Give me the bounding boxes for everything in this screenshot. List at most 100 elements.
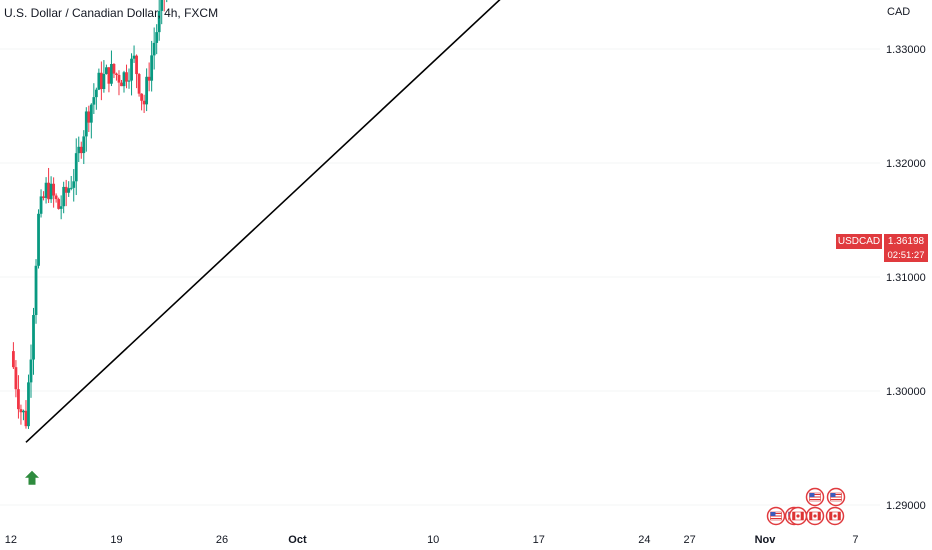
- time-tick-label: 27: [683, 534, 695, 546]
- flag-band-left: [792, 512, 796, 520]
- candle-body: [102, 73, 106, 90]
- time-axis[interactable]: 12 19 26 Oct 10 17 24 27 Nov 7: [5, 534, 859, 546]
- ca-flag-event-icon[interactable]: [788, 506, 808, 526]
- candle-body: [59, 206, 63, 209]
- time-tick-label: 10: [427, 534, 439, 546]
- candle-body: [147, 76, 151, 81]
- maple-leaf-mark: [833, 514, 837, 518]
- flag-band-right: [800, 512, 804, 520]
- price-tick-label: 1.33000: [886, 44, 926, 56]
- candle-body: [29, 359, 33, 383]
- bar-countdown-tag: 02:51:27: [884, 249, 928, 262]
- candle-body: [34, 265, 38, 316]
- chart-title: U.S. Dollar / Canadian Dollar, 4h, FXCM: [4, 6, 219, 20]
- annotation-arrows-layer: [25, 470, 39, 485]
- flag-band-left: [829, 512, 833, 520]
- time-tick-label: 12: [5, 534, 17, 546]
- candle-body: [64, 186, 68, 193]
- candle-body: [27, 382, 30, 427]
- candle-body: [107, 67, 111, 84]
- candle-body: [62, 186, 66, 207]
- candle-body: [97, 72, 101, 90]
- candle-body: [127, 80, 131, 82]
- candle-body: [77, 146, 81, 154]
- maple-leaf-mark: [796, 514, 800, 518]
- ca-flag-event-icon[interactable]: [805, 506, 825, 526]
- candle-body: [145, 76, 149, 105]
- ca-flag-event-icon[interactable]: [825, 506, 845, 526]
- flag-band-left: [809, 512, 813, 520]
- candle-body: [120, 82, 123, 87]
- chart-grid: [0, 48, 880, 506]
- candle-body: [140, 93, 143, 101]
- time-tick-label: 26: [216, 534, 228, 546]
- candle-body: [24, 410, 28, 427]
- candle-body: [69, 187, 73, 189]
- candle-body: [67, 188, 71, 193]
- time-tick-label: 19: [110, 534, 122, 546]
- candle-body: [57, 199, 61, 209]
- candle-body: [115, 73, 118, 75]
- price-tick-label: 1.31000: [886, 272, 926, 284]
- us-flag-event-icon[interactable]: [826, 487, 846, 507]
- last-price-tag: 1.36198: [884, 234, 928, 249]
- candle-body: [82, 136, 86, 154]
- candle-body: [37, 213, 40, 266]
- us-flag-event-icon[interactable]: [805, 487, 825, 507]
- price-tick-label: 1.30000: [886, 386, 926, 398]
- candle-body: [122, 72, 126, 87]
- candle-body: [49, 183, 53, 200]
- price-tick-label: 1.29000: [886, 500, 926, 512]
- candle-body: [150, 55, 154, 81]
- price-axis-currency: CAD: [887, 6, 911, 18]
- candle-body: [11, 351, 15, 368]
- candle-body: [110, 63, 113, 84]
- candle-body: [132, 55, 136, 59]
- candle-body: [157, 10, 161, 33]
- candle-body: [72, 181, 76, 188]
- price-tick-label: 1.32000: [886, 158, 926, 170]
- flag-canton: [770, 512, 776, 516]
- symbol-price-tag: USDCAD: [836, 234, 882, 249]
- candle-body: [39, 196, 43, 214]
- candle-body: [94, 89, 98, 98]
- candles-layer: [11, 0, 168, 429]
- time-tick-label: 7: [852, 534, 858, 546]
- flag-band-right: [837, 512, 841, 520]
- price-axis[interactable]: 1.290001.300001.310001.320001.330001.340…: [886, 0, 926, 512]
- candle-body: [32, 315, 35, 360]
- candle-body: [79, 146, 83, 154]
- maple-leaf-mark: [813, 514, 817, 518]
- candle-body: [52, 183, 56, 196]
- us-flag-event-icon[interactable]: [766, 506, 786, 526]
- candle-body: [105, 67, 108, 74]
- time-tick-label: Nov: [755, 534, 777, 546]
- candle-body: [14, 367, 18, 390]
- candle-body: [152, 42, 156, 56]
- candle-body: [22, 410, 25, 413]
- candle-body: [125, 72, 128, 82]
- candle-body: [47, 182, 50, 200]
- candle-body: [84, 111, 88, 137]
- candle-body: [74, 153, 78, 182]
- candle-body: [130, 58, 133, 81]
- time-tick-label: 24: [638, 534, 650, 546]
- candle-body: [135, 55, 138, 75]
- candle-body: [54, 195, 58, 200]
- trendline: [25, 0, 501, 443]
- candle-body: [92, 97, 96, 105]
- candle-body: [19, 409, 23, 413]
- candle-body: [99, 72, 103, 90]
- candle-body: [155, 32, 159, 43]
- flag-band-right: [817, 512, 821, 520]
- candle-body: [89, 104, 93, 123]
- candle-body: [112, 63, 116, 74]
- candle-body: [142, 100, 146, 105]
- up-arrow-icon: [25, 470, 39, 485]
- candle-body: [44, 182, 48, 198]
- flag-canton: [809, 493, 815, 497]
- time-tick-label: Oct: [288, 534, 307, 546]
- economic-events-layer[interactable]: [766, 487, 846, 526]
- candle-body: [42, 196, 45, 198]
